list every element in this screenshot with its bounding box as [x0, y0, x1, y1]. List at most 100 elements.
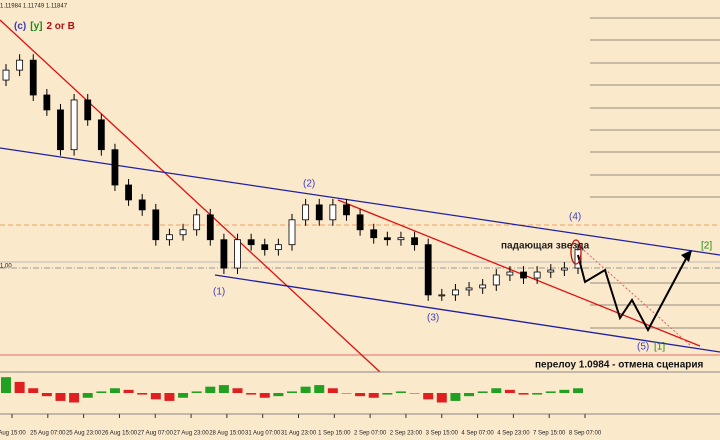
oscillator-bar [205, 386, 216, 393]
x-tick-label: Aug 15:00 [0, 431, 26, 437]
candle-body [84, 99, 92, 121]
oscillator-bar [327, 388, 338, 393]
projection-arrow [681, 250, 692, 262]
wave-label: [1] [654, 342, 665, 353]
oscillator-bar [395, 391, 406, 393]
wave-label: (1) [213, 287, 225, 298]
candle-body [206, 214, 214, 241]
oscillator-bar [532, 393, 543, 395]
title-part: 2 or B [46, 21, 74, 32]
oscillator-bar [14, 381, 25, 393]
candle-body [343, 204, 350, 216]
candle-body [261, 244, 269, 251]
oscillator-bar [218, 385, 229, 393]
candle-body [356, 214, 364, 231]
x-tick-label: 1 Sep 15:00 [318, 431, 351, 437]
candle-body [520, 271, 527, 279]
x-tick-label: 31 Aug 07:00 [245, 431, 281, 437]
oscillator-bar [464, 393, 475, 397]
oscillator-bar [409, 393, 420, 394]
star-label: падающая звезда [501, 241, 590, 252]
x-tick-label: 7 Sep 15:00 [533, 431, 566, 437]
oscillator-bar [69, 393, 80, 403]
wave-label: (2) [303, 179, 315, 190]
x-tick-label: 8 Sep 07:00 [569, 431, 602, 437]
wave-label: (5) [637, 342, 649, 353]
candle-body [383, 237, 391, 241]
candle-body [315, 204, 323, 221]
candle-body [125, 184, 132, 201]
oscillator-bar [314, 385, 325, 393]
oscillator-bar [368, 393, 379, 398]
candle-body [547, 269, 555, 273]
trend-line [0, 19, 381, 373]
oscillator-bar [504, 389, 515, 393]
candle-body [111, 149, 119, 186]
channel-line [214, 274, 720, 353]
wave-label: (4) [569, 212, 581, 223]
oscillator-bar [450, 393, 461, 401]
candle-body [492, 274, 500, 286]
candle-body [152, 209, 160, 241]
candle-body [302, 204, 310, 221]
oscillator-bar [259, 393, 270, 398]
candle-body [438, 294, 446, 297]
oscillator-bar [109, 388, 120, 393]
oscillator-bar [355, 393, 366, 397]
oscillator-bar [341, 393, 352, 394]
candle-body [2, 69, 10, 81]
candle-body [329, 204, 337, 221]
x-tick-label: 3 Sep 15:00 [426, 431, 459, 437]
candle-body [138, 199, 146, 211]
candle-body [560, 267, 568, 271]
oscillator-bar [191, 391, 202, 393]
candle-body [533, 271, 541, 279]
candle-body [97, 119, 105, 151]
oscillator-bar [300, 386, 311, 393]
x-tick-label: 26 Aug 15:00 [102, 431, 138, 437]
candle-body [179, 229, 187, 236]
x-tick-label: 4 Sep 23:00 [497, 431, 530, 437]
channel-line [0, 147, 720, 256]
x-tick-label: 27 Aug 23:00 [173, 431, 209, 437]
oscillator-bar [477, 391, 488, 393]
dotted-line [577, 244, 691, 346]
level-label: 1.00 [0, 264, 12, 270]
oscillator-bar [382, 393, 393, 395]
oscillator-bar [232, 388, 243, 393]
x-tick-label: 28 Aug 15:00 [209, 431, 245, 437]
oscillator-bar [423, 393, 434, 400]
ohlc-header: 1.11984 1.11749 1.11847 [0, 4, 68, 10]
oscillator-bar [518, 393, 529, 395]
oscillator-bar [545, 391, 556, 393]
candle-body [452, 289, 459, 296]
candle-body [166, 234, 173, 241]
oscillator [1, 377, 583, 403]
trend-line [337, 199, 701, 347]
oscillator-bar [123, 389, 134, 393]
x-tick-label: 2 Sep 23:00 [390, 431, 423, 437]
oscillator-bar [436, 393, 447, 403]
oscillator-bar [137, 393, 148, 395]
candle-body [288, 219, 296, 246]
oscillator-bar [55, 393, 66, 401]
oscillator-bar [164, 393, 175, 401]
x-tick-label: 2 Sep 07:00 [354, 431, 387, 437]
oscillator-bar [41, 393, 52, 397]
x-tick-label: 25 Aug 23:00 [66, 431, 102, 437]
candle-body [220, 239, 228, 269]
x-tick-label: 31 Aug 23:00 [281, 431, 317, 437]
oscillator-bar [287, 391, 297, 393]
oscillator-bar [82, 393, 93, 398]
candle-body [29, 59, 37, 96]
oscillator-bar [273, 393, 284, 397]
candle-body [247, 239, 255, 246]
candles [2, 54, 582, 301]
x-tick-label: 27 Aug 07:00 [138, 431, 174, 437]
candle-body [193, 214, 201, 231]
candle-body [43, 94, 51, 111]
candle-body [397, 237, 405, 241]
oscillator-bar [150, 393, 161, 400]
